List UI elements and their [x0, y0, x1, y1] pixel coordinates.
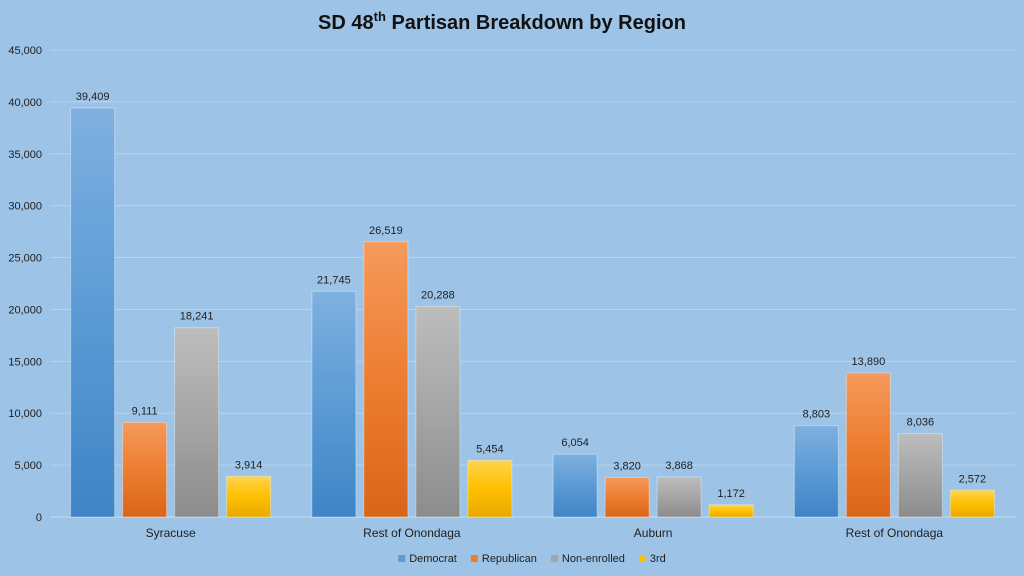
chart-title-rest: Partisan Breakdown by Region [386, 12, 686, 34]
bar-democrat-3 [793, 425, 839, 518]
bar-non-enrolled-2 [656, 476, 702, 518]
bar-republican-2 [604, 476, 650, 518]
bars [70, 107, 995, 518]
bar-democrat-0 [70, 107, 116, 518]
data-label: 26,519 [369, 225, 403, 237]
bar-democrat-2 [552, 453, 598, 518]
bar-republican-0 [122, 421, 168, 518]
data-label: 39,409 [76, 91, 110, 103]
bar-non-enrolled-3 [897, 433, 943, 518]
y-tick-label: 25,000 [8, 253, 42, 265]
data-label: 8,803 [803, 409, 831, 421]
category-label: Rest of Onondaga [363, 526, 461, 540]
chart-title-main: SD 48 [318, 12, 374, 34]
y-tick-label: 10,000 [8, 408, 42, 420]
bar-3rd-1 [467, 459, 513, 518]
bar-3rd-3 [949, 489, 995, 518]
data-label: 2,572 [959, 473, 987, 485]
y-tick-label: 45,000 [8, 45, 42, 57]
data-label: 3,820 [613, 460, 641, 472]
data-label: 21,745 [317, 274, 351, 286]
bar-republican-1 [363, 241, 409, 518]
legend-item-3rd: 3rd [638, 553, 666, 565]
chart-title-sup: th [374, 9, 386, 24]
legend-label: Republican [482, 553, 537, 565]
legend-swatch [470, 555, 478, 562]
y-tick-label: 20,000 [8, 304, 42, 316]
legend-label: Non-enrolled [562, 553, 625, 565]
category-label: Auburn [634, 526, 673, 540]
bar-3rd-0 [226, 475, 272, 518]
y-tick-label: 30,000 [8, 201, 42, 213]
legend-item-democrat: Democrat [398, 553, 457, 565]
y-tick-label: 5,000 [14, 460, 42, 472]
bar-3rd-2 [708, 504, 754, 518]
x-axis: Syracuse Rest of Onondaga Auburn Rest of On… [146, 526, 944, 540]
data-label: 3,914 [235, 459, 263, 471]
y-tick-label: 15,000 [8, 356, 42, 368]
bar-democrat-1 [311, 290, 357, 518]
bar-non-enrolled-1 [415, 305, 461, 518]
data-labels: 39,409 9,111 18,241 3,914 21,745 26,519 20,288… [76, 91, 986, 500]
data-label: 1,172 [717, 488, 745, 500]
data-label: 8,036 [907, 417, 935, 429]
legend-item-non-enrolled: Non-enrolled [550, 553, 625, 565]
legend: Democrat Republican Non-enrolled 3rd [398, 553, 666, 565]
chart-title: SD 48th Partisan Breakdown by Region [318, 9, 686, 34]
data-label: 3,868 [665, 460, 693, 472]
y-tick-label: 35,000 [8, 149, 42, 161]
data-label: 18,241 [180, 311, 214, 323]
data-label: 9,111 [132, 405, 158, 417]
legend-swatch [638, 555, 646, 562]
data-label: 5,454 [476, 443, 504, 455]
legend-swatch [550, 555, 558, 562]
legend-swatch [398, 555, 406, 562]
data-label: 13,890 [852, 356, 886, 368]
legend-label: Democrat [409, 553, 457, 565]
data-label: 20,288 [421, 289, 455, 301]
y-tick-label: 40,000 [8, 97, 42, 109]
legend-label: 3rd [650, 553, 666, 565]
y-tick-label: 0 [36, 512, 42, 524]
category-label: Rest of Onondaga [846, 526, 944, 540]
legend-item-republican: Republican [470, 553, 537, 565]
data-label: 6,054 [561, 437, 589, 449]
bar-non-enrolled-0 [174, 327, 220, 518]
category-label: Syracuse [146, 526, 196, 540]
bar-republican-3 [845, 372, 891, 518]
